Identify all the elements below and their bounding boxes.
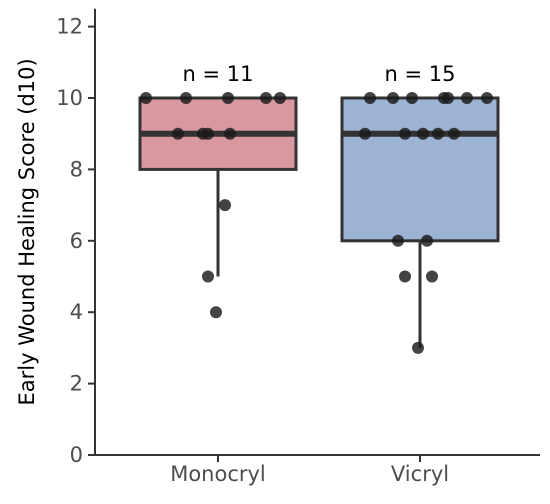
data-point [461, 92, 473, 104]
data-point [481, 92, 493, 104]
data-point [417, 127, 429, 140]
n-label: n = 11 [183, 62, 254, 86]
y-tick-label: 12 [56, 15, 83, 39]
x-axis-ticks: Monocryl Vicryl [170, 455, 449, 486]
data-point [274, 92, 286, 104]
data-point [260, 92, 272, 104]
y-tick-label: 6 [70, 229, 83, 253]
data-point [219, 199, 231, 212]
data-point [392, 234, 404, 247]
data-point [364, 92, 376, 104]
y-axis-ticks: 0 2 4 6 8 10 12 [56, 15, 95, 467]
data-point [222, 92, 234, 104]
data-point [202, 127, 214, 140]
data-point [406, 92, 418, 104]
box-group-monocryl: n = 11 [138, 62, 298, 319]
data-point [140, 92, 152, 104]
n-label: n = 15 [385, 62, 456, 86]
y-tick-label: 2 [70, 372, 83, 396]
data-point [399, 270, 411, 283]
y-axis-title: Early Wound Healing Score (d10) [15, 58, 39, 405]
data-point [448, 127, 460, 140]
data-point [412, 341, 424, 354]
data-point [224, 127, 236, 140]
box-groups: n = 11 n = 15 [138, 62, 500, 354]
data-point [180, 92, 192, 104]
data-point [387, 92, 399, 104]
y-tick-label: 0 [70, 443, 83, 467]
data-point [421, 234, 433, 247]
data-point [210, 306, 222, 319]
data-point [432, 127, 444, 140]
x-tick-label: Vicryl [391, 462, 449, 486]
y-tick-label: 10 [56, 86, 83, 110]
y-tick-label: 4 [70, 300, 83, 324]
x-tick-label: Monocryl [170, 462, 266, 486]
box-group-vicryl: n = 15 [340, 62, 500, 354]
data-point [359, 127, 371, 140]
data-point [399, 127, 411, 140]
data-point [442, 92, 454, 104]
data-point [202, 270, 214, 283]
y-tick-label: 8 [70, 157, 83, 181]
data-point [172, 127, 184, 140]
box-iqr [340, 96, 500, 243]
data-point [426, 270, 438, 283]
